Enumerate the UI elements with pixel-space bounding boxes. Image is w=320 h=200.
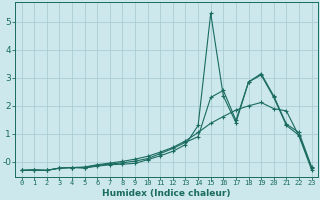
X-axis label: Humidex (Indice chaleur): Humidex (Indice chaleur) xyxy=(102,189,231,198)
